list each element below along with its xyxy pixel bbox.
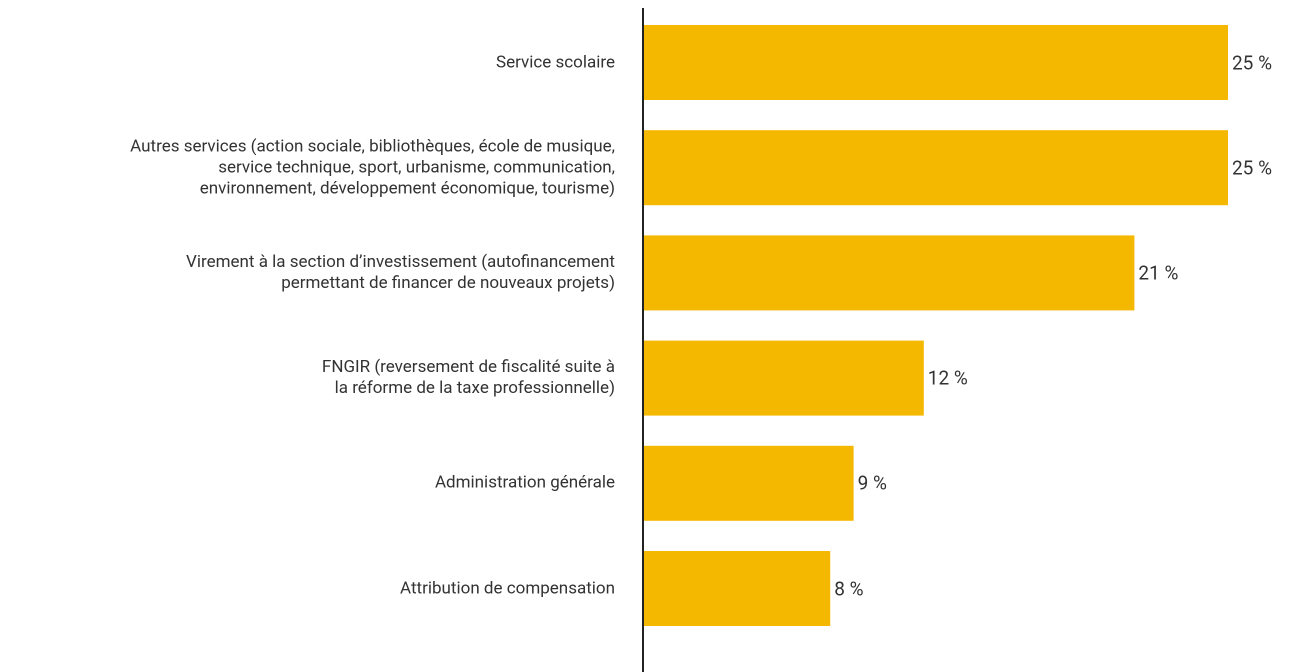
value-label: 21 % [1138,261,1179,285]
category-label: Autres services (action sociale, bibliot… [130,136,615,199]
value-label: 25 % [1232,156,1272,180]
bar [643,130,1228,206]
bar [643,551,831,626]
category-label: Attribution de compensation [400,578,615,598]
value-label: 8 % [834,577,864,600]
category-label: Virement à la section d’investissement (… [186,251,615,293]
category-label: Service scolaire [495,52,615,72]
bar [643,340,924,416]
category-label: FNGIR (reversement de fiscalité suite à … [321,357,615,399]
bar [643,25,1228,100]
value-label: 12 % [927,366,968,390]
category-label: Administration générale [434,472,615,493]
bar [643,235,1135,311]
bar [643,445,854,521]
value-label: 25 % [1232,51,1272,74]
value-label: 9 % [857,471,887,495]
